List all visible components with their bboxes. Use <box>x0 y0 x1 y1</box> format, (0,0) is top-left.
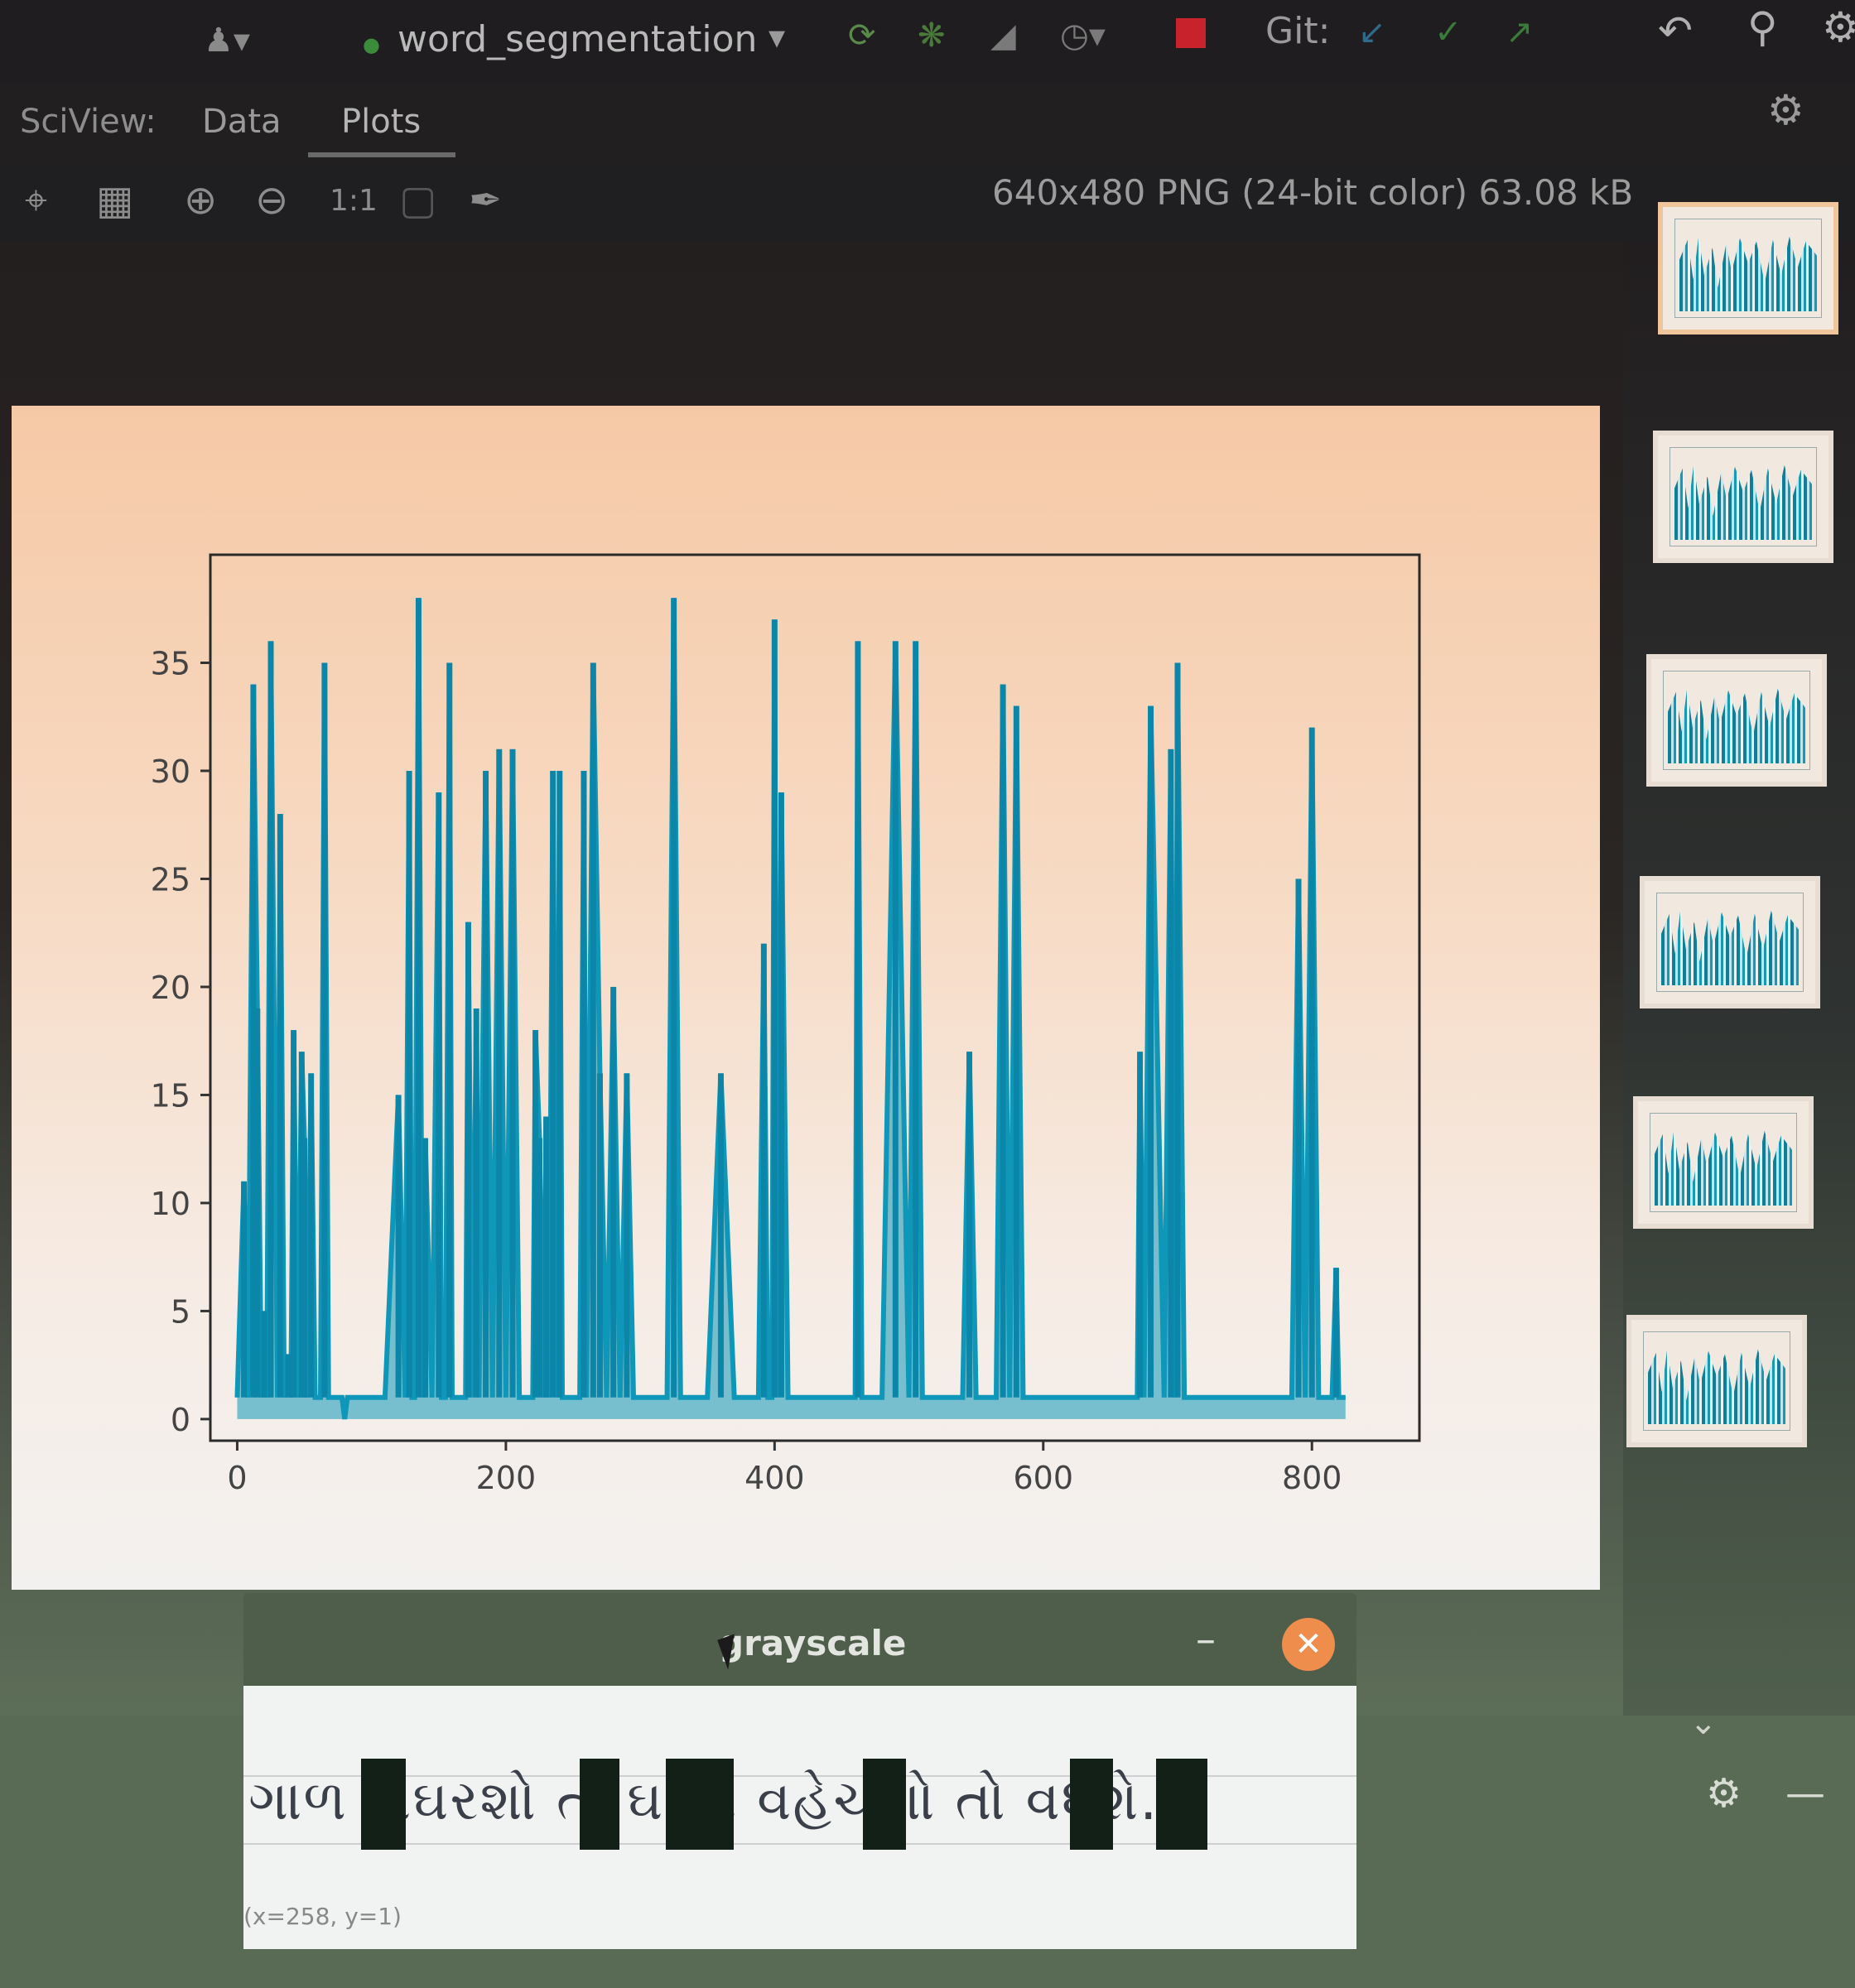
gear-icon-bottom[interactable]: ⚙ <box>1706 1770 1742 1817</box>
dropdown-arrow-icon[interactable]: ▾ <box>768 18 786 56</box>
chevron-down-icon[interactable]: ⌄ <box>1689 1704 1718 1742</box>
grayscale-window: grayscale – ✕ ગાળ સંઘરશો તો ઘરશે વહેચશો … <box>243 1593 1356 1949</box>
tab-data[interactable]: Data <box>202 103 282 141</box>
zoom-out-icon[interactable]: ⊖ <box>255 177 289 224</box>
tab-plots-underline <box>308 152 455 157</box>
fit-to-screen-icon[interactable]: ⌖ <box>25 177 48 224</box>
background-icon[interactable]: ▢ <box>399 177 437 224</box>
image-toolbar <box>0 166 1855 242</box>
image-info: 640x480 PNG (24-bit color) 63.08 kB <box>992 172 1634 213</box>
segment-block <box>1156 1759 1207 1850</box>
main-toolbar <box>0 0 1855 83</box>
grid-icon[interactable]: ▦ <box>96 177 134 224</box>
x-tick-label: 800 <box>1282 1460 1342 1496</box>
gear-icon[interactable]: ⚙ <box>1767 86 1804 134</box>
y-tick-label: 25 <box>151 861 190 898</box>
axes-box <box>209 553 1421 1442</box>
coverage-icon[interactable]: ◢ <box>990 17 1016 55</box>
plot-thumbnail[interactable] <box>1653 431 1833 563</box>
run-configuration-dropdown[interactable]: word_segmentation <box>398 18 758 60</box>
y-tick-label: 15 <box>151 1077 190 1114</box>
search-icon[interactable]: ⚲ <box>1747 3 1778 51</box>
window-close-button[interactable]: ✕ <box>1282 1618 1335 1671</box>
git-push-icon[interactable]: ↗ <box>1506 13 1534 51</box>
color-picker-icon[interactable]: ✒ <box>469 177 503 224</box>
plot-thumbnail[interactable] <box>1633 1096 1814 1229</box>
line-chart: 0 5 10 15 20 25 30 35 0 200 400 600 800 <box>151 553 1421 1496</box>
run-icon[interactable]: ⟳ <box>848 17 876 55</box>
plot-thumbnail[interactable] <box>1626 1315 1807 1447</box>
tab-plots[interactable]: Plots <box>341 103 422 141</box>
window-title: grayscale <box>719 1623 907 1663</box>
profile-icon[interactable]: ◷▾ <box>1060 17 1106 55</box>
series-layer <box>234 598 1346 1420</box>
rollback-icon[interactable]: ↶ <box>1658 7 1693 55</box>
actual-size-button[interactable]: 1:1 <box>330 184 378 218</box>
ruling-line <box>243 1775 1356 1777</box>
window-minimize-button[interactable]: – <box>1196 1616 1216 1663</box>
plot-image: 0 5 10 15 20 25 30 35 0 200 400 600 800 <box>12 406 1600 1590</box>
stop-icon[interactable] <box>1176 18 1206 48</box>
ruling-line <box>243 1843 1356 1845</box>
sciview-header <box>0 83 1855 166</box>
git-update-icon[interactable]: ↙ <box>1358 13 1386 51</box>
cursor-coordinates: (x=258, y=1) <box>243 1903 402 1930</box>
git-commit-icon[interactable]: ✓ <box>1434 13 1462 51</box>
plot-thumbnail[interactable] <box>1658 202 1838 335</box>
minimize-panel-icon[interactable]: — <box>1785 1770 1825 1817</box>
x-tick-label: 600 <box>1014 1460 1074 1496</box>
x-tick-label: 200 <box>476 1460 537 1496</box>
y-tick-label: 30 <box>151 753 190 790</box>
tick-layer: 0 5 10 15 20 25 30 35 0 200 400 600 800 <box>151 645 1342 1496</box>
user-icon[interactable]: ♟▾ <box>204 22 250 60</box>
zoom-in-icon[interactable]: ⊕ <box>184 177 218 224</box>
project-dot-icon: ● <box>363 33 380 56</box>
y-tick-label: 0 <box>171 1402 190 1438</box>
y-tick-label: 10 <box>151 1186 190 1222</box>
plot-thumbnail[interactable] <box>1640 876 1820 1008</box>
settings-icon[interactable]: ⚙ <box>1822 3 1855 51</box>
segment-block <box>361 1759 406 1850</box>
grayscale-image: ગાળ સંઘરશો તો ઘરશે વહેચશો તો વધશે. (x=25… <box>243 1686 1356 1949</box>
y-tick-label: 5 <box>171 1293 190 1330</box>
segment-block <box>666 1759 734 1850</box>
plot-thumbnail[interactable] <box>1646 654 1827 787</box>
y-tick-label: 20 <box>151 970 190 1006</box>
sciview-label: SciView: <box>20 103 157 141</box>
x-tick-label: 0 <box>227 1460 247 1496</box>
git-label: Git: <box>1265 10 1331 52</box>
segment-block <box>1070 1759 1113 1850</box>
y-tick-label: 35 <box>151 645 190 681</box>
segment-block <box>863 1759 906 1850</box>
x-tick-label: 400 <box>744 1460 805 1496</box>
segment-block <box>580 1759 619 1850</box>
axes-frame <box>209 553 1421 1442</box>
debug-icon[interactable]: ❋ <box>918 17 946 55</box>
